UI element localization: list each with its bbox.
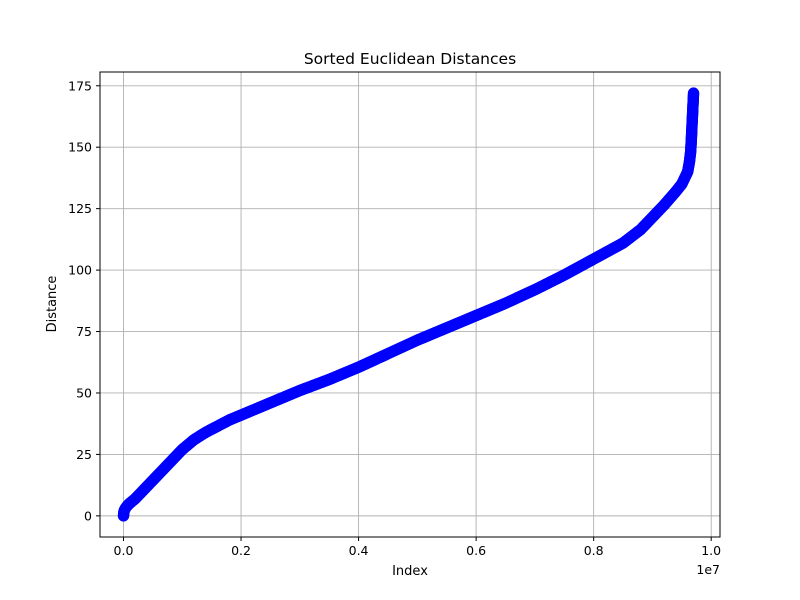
x-tick-label: 0.2 (231, 543, 251, 558)
y-tick-label: 150 (68, 140, 92, 155)
y-tick-label: 0 (84, 508, 92, 523)
y-axis-label: Distance (45, 276, 60, 333)
y-tick-label: 75 (76, 324, 92, 339)
x-axis-offset-label: 1e7 (696, 562, 720, 577)
y-axis: 0 25 50 75 100 125 150 175 (68, 78, 100, 523)
x-tick-label: 0.8 (584, 543, 604, 558)
plot-area (100, 72, 720, 537)
data-point (687, 87, 700, 99)
x-tick-label: 0.6 (466, 543, 486, 558)
chart-title: Sorted Euclidean Distances (304, 50, 516, 68)
x-tick-label: 0.0 (114, 543, 134, 558)
y-tick-label: 100 (68, 263, 92, 278)
x-tick-label: 0.4 (349, 543, 369, 558)
scatter-points (117, 87, 700, 522)
y-tick-label: 125 (68, 201, 92, 216)
plot-frame (99, 71, 721, 538)
x-axis: 0.0 0.2 0.4 0.6 0.8 1.0 (114, 537, 721, 558)
x-axis-label: Index (392, 564, 428, 579)
x-tick-label: 1.0 (701, 543, 721, 558)
y-tick-label: 25 (76, 447, 92, 462)
y-tick-label: 175 (68, 78, 92, 93)
grid (100, 72, 720, 537)
y-tick-label: 50 (76, 385, 92, 400)
